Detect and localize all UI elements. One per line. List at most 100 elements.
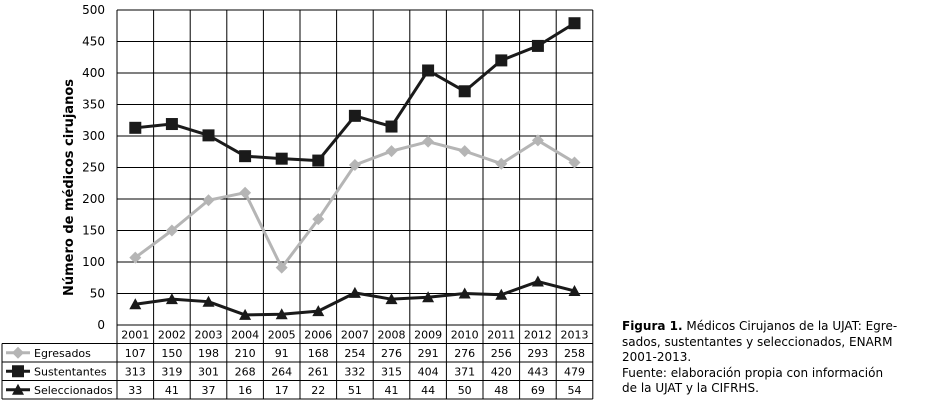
x-category-label: 2002 [158, 328, 186, 341]
data-point [568, 156, 581, 169]
data-point [348, 286, 361, 298]
table-cell: 50 [458, 384, 472, 397]
y-tick-label: 150 [82, 224, 105, 238]
series-egresados [129, 134, 581, 274]
x-category-label: 2007 [341, 328, 369, 341]
table-cell: 404 [418, 365, 439, 378]
legend-label: Seleccionados [34, 384, 113, 397]
table-cell: 479 [564, 365, 585, 378]
data-point [129, 121, 142, 134]
data-point [348, 109, 361, 122]
table-cell: 41 [385, 384, 399, 397]
data-point [12, 365, 24, 378]
x-category-label: 2012 [524, 328, 552, 341]
y-tick-label: 350 [82, 98, 105, 112]
table-cell: 301 [198, 365, 219, 378]
table-cell: 17 [275, 384, 289, 397]
data-point [165, 224, 178, 237]
table-cell: 51 [348, 384, 362, 397]
table-cell: 291 [418, 347, 439, 360]
table-cell: 276 [454, 347, 475, 360]
table-cell: 293 [527, 347, 548, 360]
caption-line-1: Médicos Cirujanos de la UJAT: Egre- [682, 319, 898, 333]
table-cell: 16 [238, 384, 252, 397]
y-tick-label: 100 [82, 255, 105, 269]
table-cell: 319 [161, 365, 182, 378]
table-cell: 268 [235, 365, 256, 378]
table-cell: 150 [161, 347, 182, 360]
grid [116, 9, 594, 326]
table-cell: 313 [125, 365, 146, 378]
data-point [12, 346, 24, 359]
table-cell: 168 [308, 347, 329, 360]
data-point [202, 194, 215, 207]
data-point [495, 288, 508, 300]
data-point [348, 158, 361, 171]
x-category-label: 2005 [268, 328, 296, 341]
x-category-label: 2013 [561, 328, 589, 341]
x-category-label: 2001 [121, 328, 149, 341]
data-point [275, 152, 288, 165]
data-point [12, 383, 24, 395]
data-point [202, 295, 215, 307]
table-cell: 332 [344, 365, 365, 378]
table-cell: 91 [275, 347, 289, 360]
table-cell: 256 [491, 347, 512, 360]
data-point [422, 64, 435, 77]
table-cell: 48 [494, 384, 508, 397]
table-cell: 315 [381, 365, 402, 378]
series-seleccionados [129, 275, 581, 320]
x-category-label: 2009 [414, 328, 442, 341]
table-cell: 41 [165, 384, 179, 397]
table-cell: 44 [421, 384, 435, 397]
y-tick-label: 0 [97, 318, 105, 332]
data-table: 2001 2002 2003 2004 2005 2006 2007 2008 2009 2010… [1, 324, 594, 400]
table-cell: 37 [202, 384, 216, 397]
figure-caption: Figura 1. Médicos Cirujanos de la UJAT: … [622, 319, 924, 397]
series-lines [129, 17, 581, 320]
data-point [275, 308, 288, 320]
data-point [458, 145, 471, 158]
data-point [312, 305, 325, 317]
data-point [458, 287, 471, 299]
table-cell: 210 [235, 347, 256, 360]
series-line [135, 280, 575, 317]
table-cell: 261 [308, 365, 329, 378]
table-cell: 69 [531, 384, 545, 397]
caption-line-5: de la UJAT y la CIFRHS. [622, 381, 759, 395]
y-axis-ticks: 0 50 100 150 200 250 300 350 400 450 500 [82, 3, 105, 332]
caption-line-2: sados, sustentantes y seleccionados, ENA… [622, 334, 893, 349]
x-category-label: 2008 [378, 328, 406, 341]
series-sustentantes [129, 17, 581, 167]
data-point [531, 39, 544, 52]
data-point [129, 298, 142, 310]
caption-label: Figura 1. [622, 319, 683, 333]
table-cell: 254 [344, 347, 365, 360]
table-cell: 107 [125, 347, 146, 360]
data-point [568, 284, 581, 296]
y-tick-label: 500 [82, 3, 105, 17]
data-point [275, 261, 288, 274]
legend-label: Egresados [34, 347, 91, 360]
y-tick-label: 50 [90, 287, 105, 301]
data-point [568, 17, 581, 30]
y-tick-label: 250 [82, 161, 105, 175]
data-point [385, 293, 398, 305]
y-tick-label: 400 [82, 66, 105, 80]
table-cell: 371 [454, 365, 475, 378]
x-category-label: 2004 [231, 328, 259, 341]
data-point [239, 186, 252, 199]
data-point [422, 135, 435, 148]
table-cell: 276 [381, 347, 402, 360]
table-cell: 258 [564, 347, 585, 360]
data-point [531, 134, 544, 147]
y-tick-label: 300 [82, 129, 105, 143]
table-cell: 22 [311, 384, 325, 397]
data-point [385, 145, 398, 158]
data-point [239, 150, 252, 163]
data-point [312, 213, 325, 226]
data-point [239, 308, 252, 320]
data-point [422, 291, 435, 303]
data-point [202, 129, 215, 142]
